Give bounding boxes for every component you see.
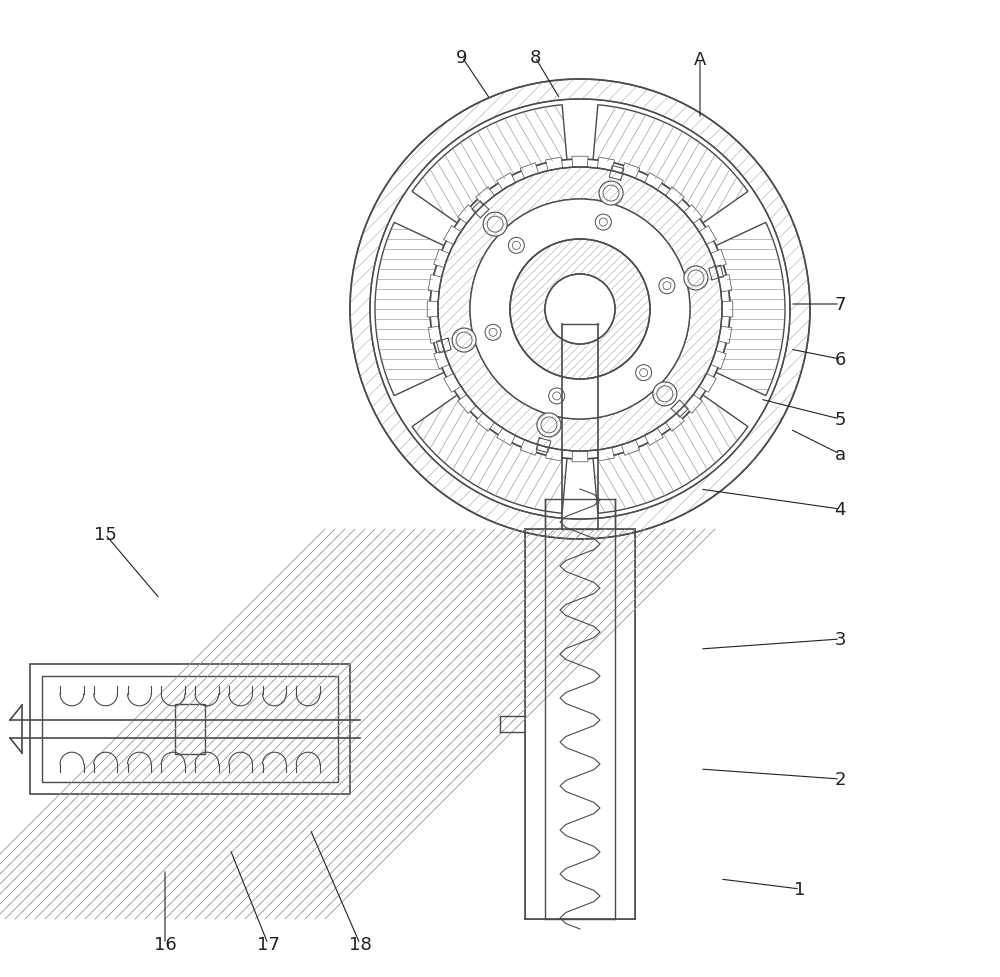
Wedge shape xyxy=(593,396,748,514)
Polygon shape xyxy=(665,188,684,206)
Text: 15: 15 xyxy=(94,526,116,543)
Circle shape xyxy=(636,365,652,381)
Circle shape xyxy=(512,242,520,250)
Text: 5: 5 xyxy=(834,410,846,429)
Text: 6: 6 xyxy=(834,351,846,368)
Text: 8: 8 xyxy=(529,49,541,67)
Wedge shape xyxy=(593,106,748,224)
Wedge shape xyxy=(412,106,567,224)
Polygon shape xyxy=(684,205,702,225)
Bar xyxy=(42,732,338,783)
Text: A: A xyxy=(694,51,706,69)
Polygon shape xyxy=(458,205,476,225)
Polygon shape xyxy=(711,250,726,269)
Polygon shape xyxy=(428,327,442,344)
Bar xyxy=(525,530,545,919)
Text: 17: 17 xyxy=(257,935,279,953)
Circle shape xyxy=(688,271,704,286)
Polygon shape xyxy=(644,174,663,191)
Circle shape xyxy=(452,328,476,353)
Wedge shape xyxy=(716,223,785,397)
Polygon shape xyxy=(497,174,516,191)
Polygon shape xyxy=(718,327,732,344)
Circle shape xyxy=(603,186,619,202)
Circle shape xyxy=(599,182,623,206)
Polygon shape xyxy=(427,302,438,318)
Polygon shape xyxy=(520,441,538,456)
Circle shape xyxy=(508,238,524,254)
Wedge shape xyxy=(412,396,567,514)
Text: 2: 2 xyxy=(834,770,846,788)
Polygon shape xyxy=(699,227,716,245)
Circle shape xyxy=(537,413,561,438)
Polygon shape xyxy=(546,447,563,461)
Bar xyxy=(175,704,205,754)
Wedge shape xyxy=(375,223,444,397)
Polygon shape xyxy=(699,374,716,393)
Polygon shape xyxy=(644,429,663,446)
Polygon shape xyxy=(597,447,614,461)
Text: 18: 18 xyxy=(349,935,371,953)
Polygon shape xyxy=(458,395,476,414)
Circle shape xyxy=(653,382,677,406)
Circle shape xyxy=(659,278,675,294)
Circle shape xyxy=(485,325,501,341)
Polygon shape xyxy=(546,158,563,172)
Circle shape xyxy=(483,213,507,236)
Text: 4: 4 xyxy=(834,500,846,519)
Circle shape xyxy=(456,333,472,349)
Text: 7: 7 xyxy=(834,296,846,314)
Polygon shape xyxy=(476,188,495,206)
Circle shape xyxy=(599,219,607,227)
Circle shape xyxy=(657,387,673,403)
Polygon shape xyxy=(434,250,449,269)
Polygon shape xyxy=(718,276,732,292)
Text: 3: 3 xyxy=(834,630,846,649)
Polygon shape xyxy=(597,158,614,172)
Circle shape xyxy=(541,417,557,434)
Circle shape xyxy=(545,275,615,345)
Polygon shape xyxy=(711,351,726,369)
Text: a: a xyxy=(834,446,846,463)
Circle shape xyxy=(640,369,648,377)
Polygon shape xyxy=(428,276,442,292)
Text: 1: 1 xyxy=(794,880,806,898)
Circle shape xyxy=(470,199,690,419)
Polygon shape xyxy=(722,302,733,318)
Text: 16: 16 xyxy=(154,935,176,953)
Circle shape xyxy=(510,239,650,380)
Polygon shape xyxy=(476,413,495,432)
Polygon shape xyxy=(622,163,640,179)
Circle shape xyxy=(430,160,730,459)
Bar xyxy=(42,676,338,783)
Circle shape xyxy=(684,267,708,290)
Polygon shape xyxy=(497,429,516,446)
Circle shape xyxy=(489,329,497,337)
Bar xyxy=(615,530,635,919)
Polygon shape xyxy=(665,413,684,432)
Polygon shape xyxy=(520,163,538,179)
Circle shape xyxy=(663,282,671,290)
Polygon shape xyxy=(684,395,702,414)
Polygon shape xyxy=(572,157,588,168)
Text: 9: 9 xyxy=(456,49,468,67)
Circle shape xyxy=(549,389,565,404)
Circle shape xyxy=(438,168,722,451)
Polygon shape xyxy=(444,374,461,393)
Polygon shape xyxy=(572,451,588,462)
Circle shape xyxy=(487,217,503,233)
Circle shape xyxy=(595,215,611,231)
Polygon shape xyxy=(622,441,640,456)
Circle shape xyxy=(553,393,561,401)
Polygon shape xyxy=(434,351,449,369)
Bar xyxy=(30,664,350,794)
Polygon shape xyxy=(444,227,461,245)
